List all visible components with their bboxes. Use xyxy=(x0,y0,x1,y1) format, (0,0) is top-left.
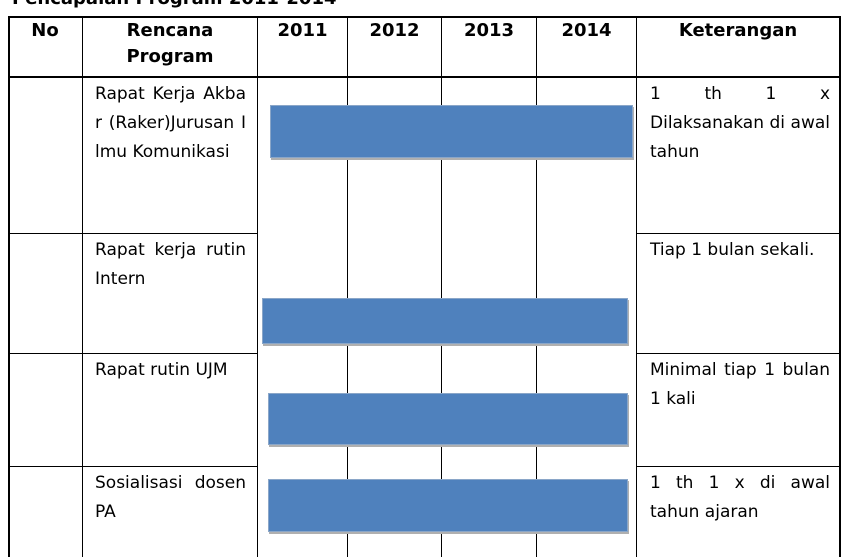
border xyxy=(8,353,258,354)
border xyxy=(8,76,841,78)
schedule-bar xyxy=(270,105,633,158)
header-cell: 2011 xyxy=(277,20,328,41)
schedule-bar xyxy=(268,393,628,445)
program-cell: Sosialisasi dosen PA xyxy=(95,473,246,522)
border xyxy=(441,16,442,557)
border xyxy=(8,16,10,557)
border xyxy=(8,16,841,18)
border xyxy=(839,16,841,557)
note-cell: Minimal tiap 1 bulan 1 kali xyxy=(650,360,830,409)
border xyxy=(636,16,637,557)
border xyxy=(8,233,83,234)
border xyxy=(636,353,841,354)
border xyxy=(82,233,258,234)
header-cell: 2013 xyxy=(463,20,515,41)
title: Pencapaian Program 2011-2014 xyxy=(12,0,337,9)
note-cell: 1 th 1 x di awal tahun ajaran xyxy=(650,473,830,522)
border xyxy=(636,466,841,467)
border xyxy=(636,233,841,234)
border xyxy=(82,16,83,557)
program-cell: Rapat rutin UJM xyxy=(95,360,228,380)
border xyxy=(536,16,537,557)
schedule-bar xyxy=(268,479,628,532)
border xyxy=(8,466,258,467)
header-cell: 2012 xyxy=(369,20,420,41)
header-cell: Keterangan xyxy=(678,20,798,41)
note-cell: Tiap 1 bulan sekali. xyxy=(650,240,815,260)
note-cell: 1 th 1 x Dilaksanakan di awal tahun xyxy=(650,84,830,162)
program-cell: Rapat kerja rutin Intern xyxy=(95,240,246,289)
program-cell: Rapat Kerja Akbar (Raker)Jurusan Ilmu Ko… xyxy=(95,84,246,162)
header-cell: 2014 xyxy=(561,20,612,41)
border xyxy=(257,16,258,557)
header-cell: No xyxy=(31,20,59,41)
border xyxy=(347,16,348,557)
schedule-bar xyxy=(262,298,628,344)
header-cell: Rencana Program xyxy=(126,20,214,67)
